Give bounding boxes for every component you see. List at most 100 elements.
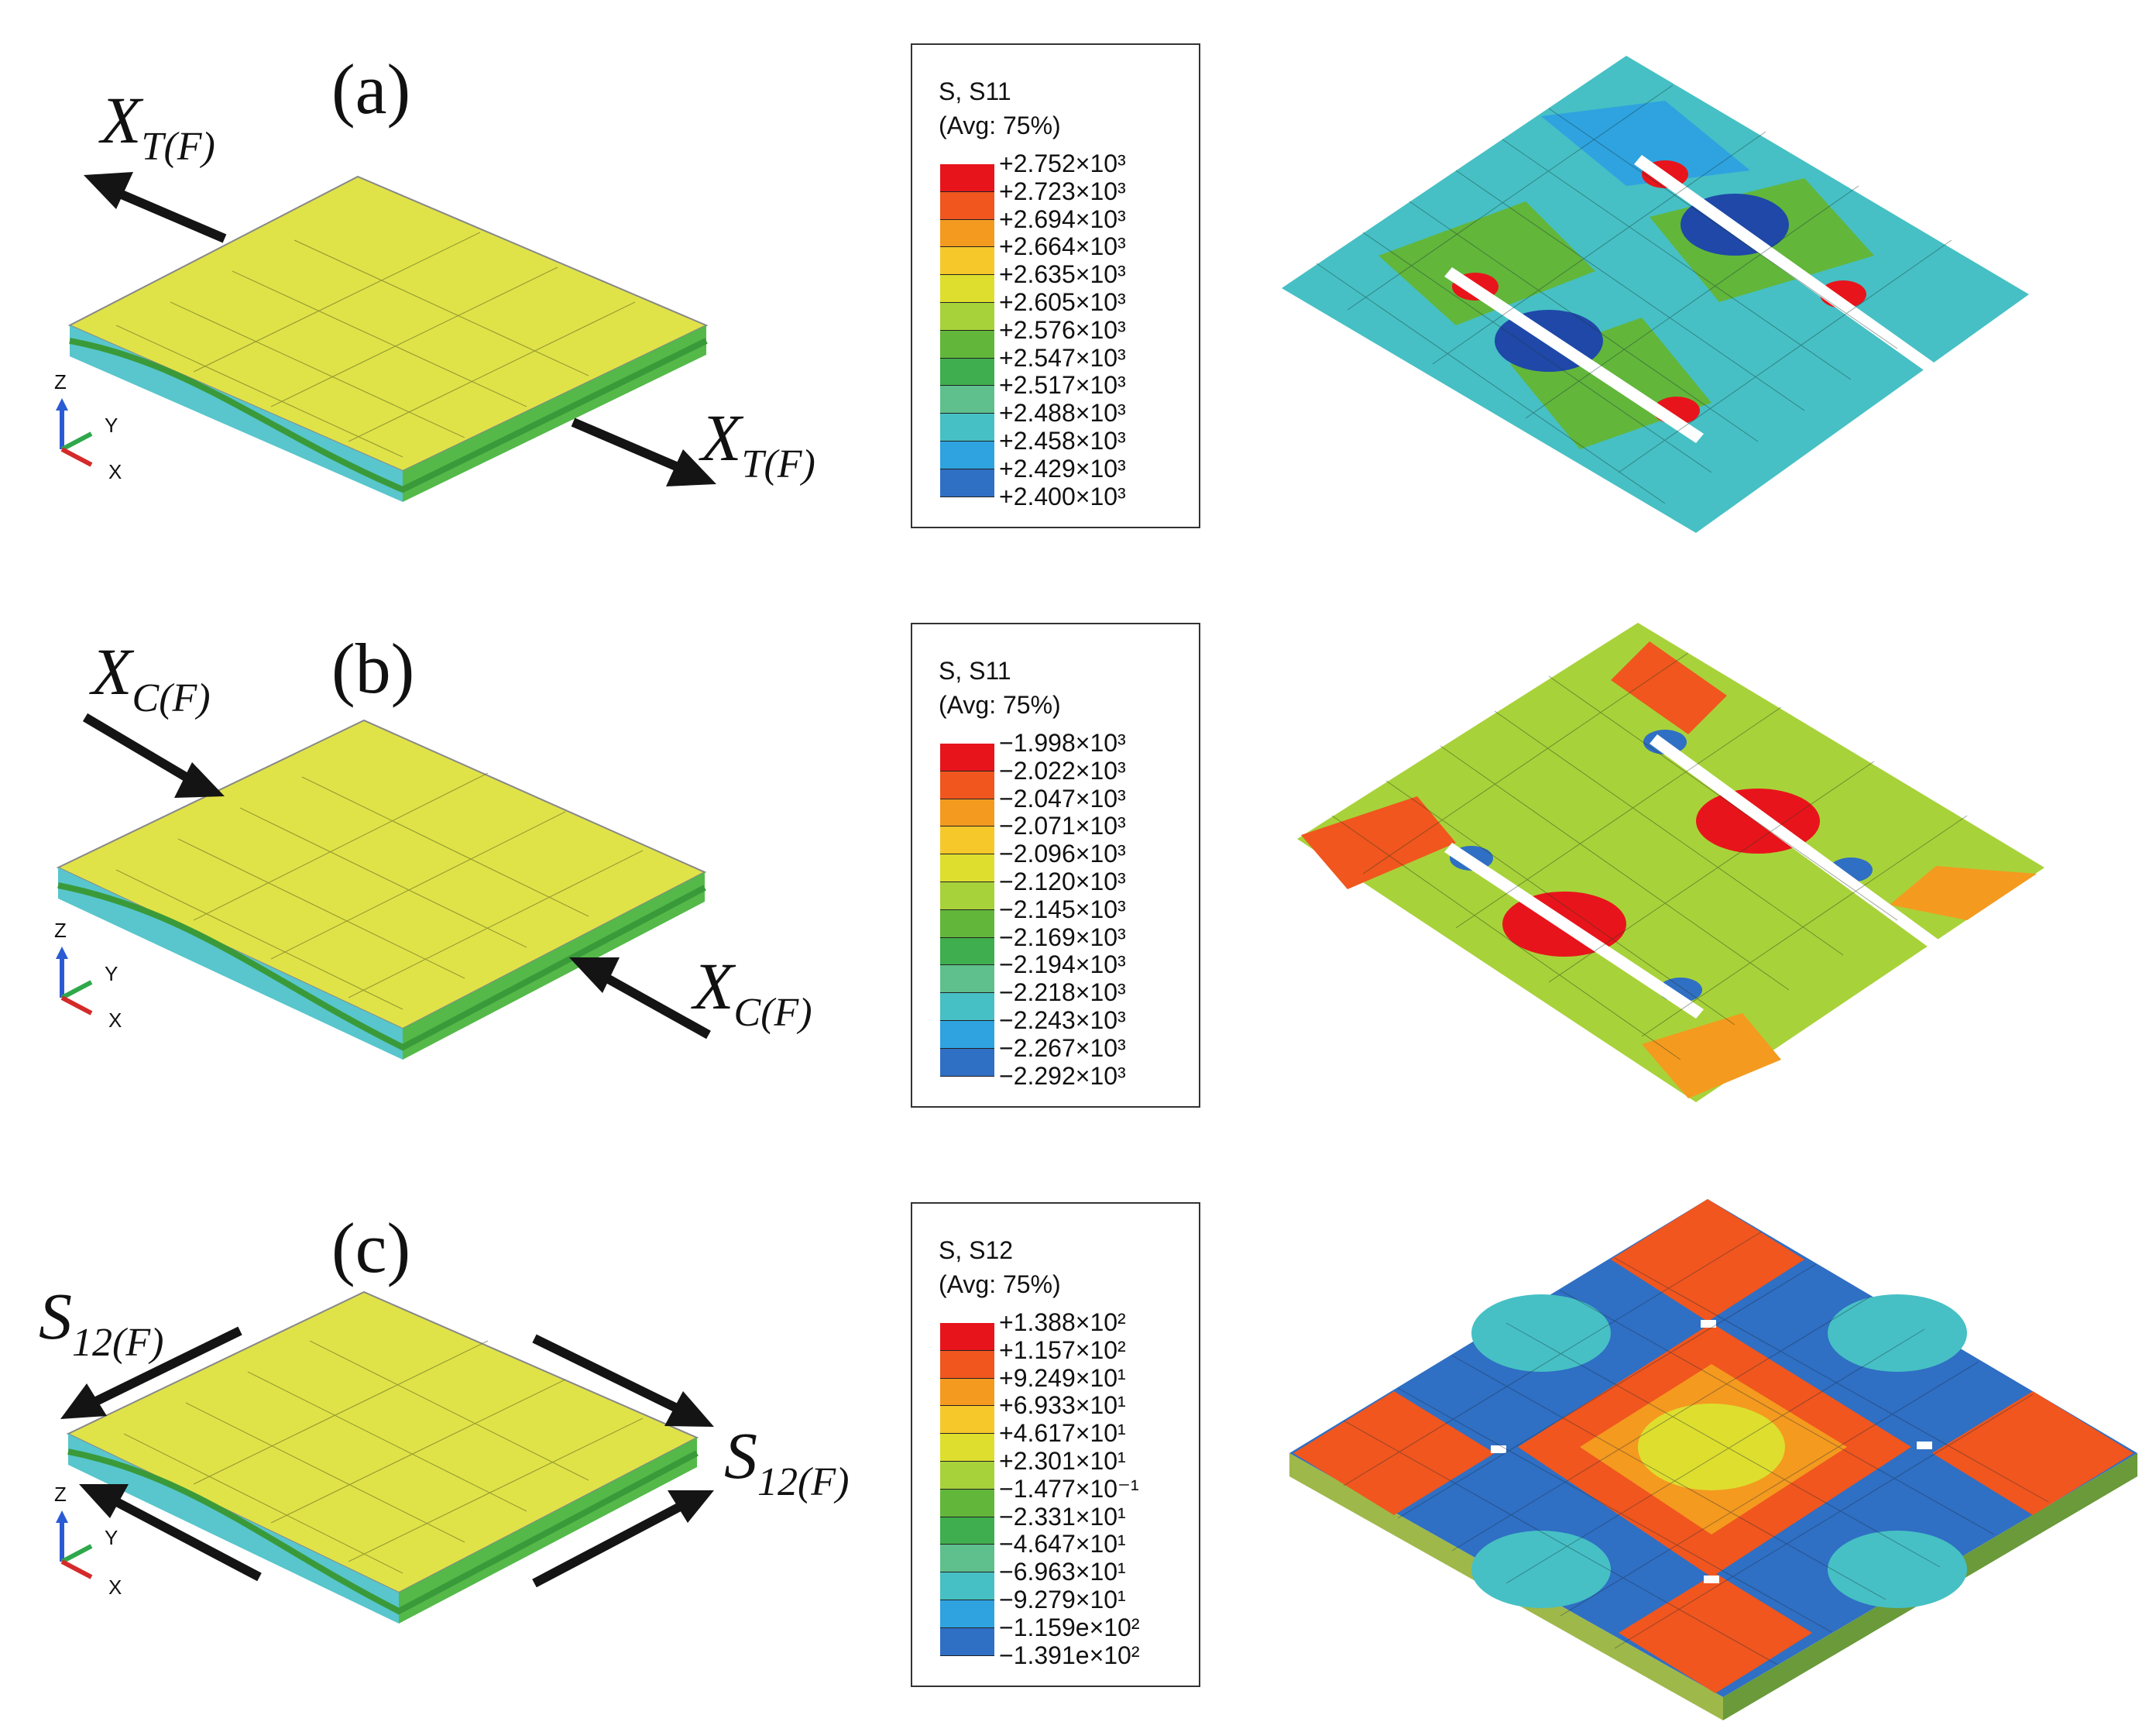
load-label-bottom: XC(F): [693, 949, 812, 1035]
legend-value: −2.120×10³: [999, 868, 1126, 895]
legend-color-swatch: [940, 1600, 994, 1628]
legend-value: −1.477×10⁻¹: [999, 1474, 1139, 1503]
legend-color-swatch: [940, 826, 994, 855]
legend-color-swatch: [940, 965, 994, 994]
legend-color-swatch: [940, 881, 994, 910]
legend-colorbar: [940, 164, 994, 497]
legend-color-swatch: [940, 1020, 994, 1049]
legend-value: −2.331×10¹: [999, 1502, 1126, 1531]
mesh-lines: [115, 772, 644, 1010]
legend-color-swatch: [940, 1378, 994, 1407]
legend-colorbar: [940, 1323, 994, 1656]
panel-label: (c): [331, 1208, 411, 1287]
legend-value: +6.933×10¹: [999, 1391, 1126, 1420]
legend-value: −2.071×10³: [999, 812, 1126, 840]
legend-value: +2.723×10³: [999, 177, 1126, 205]
legend-color-swatch: [940, 1350, 994, 1379]
legend-color-swatch: [940, 1572, 994, 1600]
legend-value: −2.022×10³: [999, 756, 1126, 785]
legend-value: −1.391e×10²: [999, 1641, 1140, 1669]
load-arrow-top-right: [532, 1334, 714, 1427]
contour-plate: [1282, 56, 2029, 533]
legend-value: +2.488×10³: [999, 399, 1126, 428]
specimen-diagram: Z Y X: [54, 172, 716, 502]
legend-value: +4.617×10¹: [999, 1419, 1126, 1448]
load-arrow-bottom-left: [79, 1484, 262, 1582]
legend-value: −2.169×10³: [999, 923, 1126, 951]
legend-color-swatch: [940, 441, 994, 469]
legend-value: −2.047×10³: [999, 784, 1126, 813]
legend-value: +2.752×10³: [999, 149, 1126, 177]
contour-legend: S, S12 (Avg: 75%) +1.388×10² +1.157×10² +9.…: [911, 1202, 1200, 1687]
legend-value: −6.963×10¹: [999, 1558, 1126, 1586]
legend-value: +2.664×10³: [999, 232, 1126, 261]
load-arrow-left: [84, 172, 227, 243]
axis-triad: Z Y X: [54, 919, 122, 1032]
legend-color-swatch: [940, 302, 994, 331]
legend-color-swatch: [940, 330, 994, 359]
legend-color-swatch: [940, 219, 994, 248]
panel-b: (b) Z Y X XC(F) XC(F): [0, 579, 2156, 1153]
axis-y-label: Y: [105, 1526, 118, 1549]
specimen-top-face: [67, 175, 709, 473]
axis-y-label: Y: [105, 962, 118, 985]
specimen-diagram: Z Y X: [54, 713, 711, 1060]
legend-color-swatch: [940, 1545, 994, 1573]
legend-color-swatch: [940, 854, 994, 882]
load-arrow-right: [571, 418, 716, 486]
legend-value: −1.998×10³: [999, 729, 1126, 757]
specimen-front-side: [68, 1434, 399, 1624]
legend-color-swatch: [940, 358, 994, 387]
legend-color-swatch: [940, 909, 994, 938]
load-arrow-right: [569, 957, 711, 1040]
legend-value: +1.388×10²: [999, 1308, 1126, 1336]
axis-y-label: Y: [105, 414, 118, 437]
panel-c: (c): [0, 1159, 2156, 1732]
legend-value: +2.517×10³: [999, 371, 1126, 400]
panel-a: (a) Z Y X: [0, 0, 2156, 573]
legend-color-swatch: [940, 191, 994, 220]
load-label-top: S12(F): [39, 1279, 164, 1365]
legend-color-swatch: [940, 993, 994, 1021]
contour-legend: S, S11 (Avg: 75%) +2.752×10³ +2.723×10³ +2.…: [911, 43, 1200, 528]
contour-plate: [1297, 623, 2044, 1102]
specimen-front-side: [70, 325, 403, 502]
axis-z-label: Z: [54, 370, 67, 393]
axis-x-label: X: [108, 1009, 122, 1032]
legend-color-swatch: [940, 414, 994, 442]
legend-color-swatch: [940, 1627, 994, 1656]
legend-value: +2.301×10¹: [999, 1447, 1126, 1475]
legend-value: −2.096×10³: [999, 840, 1126, 868]
legend-color-swatch: [940, 164, 994, 192]
load-arrow-bottom-right: [532, 1490, 714, 1588]
legend-color-swatch: [940, 1517, 994, 1545]
legend-value: −1.159e×10²: [999, 1613, 1140, 1641]
load-arrow-top-left: [60, 1326, 242, 1419]
legend-value: +2.400×10³: [999, 482, 1126, 510]
legend-color-swatch: [940, 771, 994, 799]
legend-value: +2.576×10³: [999, 315, 1126, 344]
legend-value: −2.218×10³: [999, 978, 1126, 1007]
legend-color-swatch: [940, 247, 994, 276]
load-arrow-left: [82, 713, 225, 798]
legend-value: +1.157×10²: [999, 1335, 1126, 1364]
legend-title: S, S12 (Avg: 75%): [939, 1236, 1061, 1298]
legend-color-swatch: [940, 275, 994, 303]
specimen-front-side: [58, 868, 403, 1060]
axis-triad: Z Y X: [54, 370, 122, 483]
legend-colorbar: [940, 744, 994, 1077]
legend-value: −2.243×10³: [999, 1006, 1126, 1034]
legend-value: +9.249×10¹: [999, 1363, 1126, 1392]
legend-value: +2.547×10³: [999, 343, 1126, 372]
legend-value: +2.458×10³: [999, 427, 1126, 455]
legend-color-swatch: [940, 744, 994, 771]
load-label-bottom: S12(F): [724, 1418, 850, 1504]
specimen-diagram: Z Y X: [54, 1290, 714, 1624]
axis-triad: Z Y X: [54, 1483, 122, 1599]
legend-value: +2.429×10³: [999, 454, 1126, 483]
legend-color-swatch: [940, 1461, 994, 1490]
load-label-top: XT(F): [101, 83, 215, 169]
legend-value: −2.145×10³: [999, 895, 1126, 923]
contour-plate: [1289, 1199, 2137, 1697]
mesh-lines: [115, 232, 636, 458]
